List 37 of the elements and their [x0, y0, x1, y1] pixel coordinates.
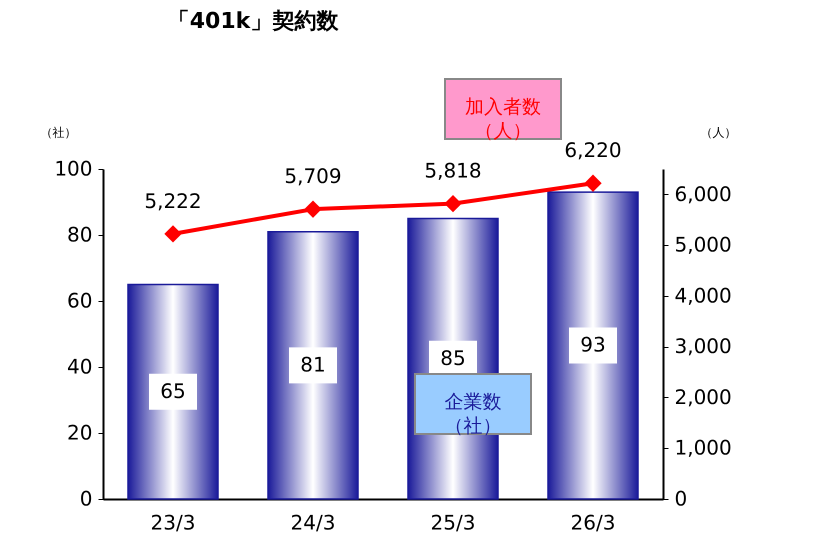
x-tick-label: 26/3 [570, 510, 616, 534]
data-label: 81 [300, 352, 326, 376]
y-tick-label: 40 [67, 354, 92, 378]
y2-tick-label: 6,000 [674, 182, 732, 206]
y2-tick-label: 1,000 [674, 436, 732, 460]
y2-tick-label: 0 [674, 486, 688, 510]
data-label: 5,222 [144, 188, 202, 213]
data-label: 93 [580, 332, 606, 357]
y-tick-label: 80 [67, 222, 92, 246]
y2-tick-label: 2,000 [674, 384, 732, 409]
data-label: 5,818 [424, 158, 482, 183]
x-tick-label: 23/3 [150, 510, 196, 534]
legend-label: 企業数（社） [444, 391, 502, 437]
y-tick-label: 60 [67, 288, 92, 312]
data-label: 65 [160, 378, 186, 403]
chart-title: 「401k」契約数 [168, 9, 340, 34]
data-label: 6,220 [564, 138, 622, 162]
point [444, 194, 462, 212]
x-tick-label: 25/3 [430, 510, 476, 534]
text: 加入者数（人） [465, 96, 541, 142]
y2-tick-label: 3,000 [674, 334, 732, 358]
bar [267, 230, 359, 500]
y-axis-title: （社） [40, 126, 76, 140]
point [584, 174, 602, 192]
y2-tick-label: 5,000 [674, 232, 732, 257]
data-label: 85 [440, 346, 466, 370]
point [304, 200, 322, 218]
y2-tick-label: 4,000 [674, 283, 732, 308]
point [164, 225, 182, 243]
bar [547, 191, 639, 500]
data-label: 5,709 [284, 164, 342, 188]
y-tick-label: 100 [54, 156, 92, 180]
y2-axis-title: （人） [700, 126, 736, 140]
bar [127, 284, 219, 500]
y-tick-label: 20 [67, 420, 92, 444]
y-tick-label: 0 [80, 486, 92, 510]
x-tick-label: 24/3 [290, 510, 336, 534]
